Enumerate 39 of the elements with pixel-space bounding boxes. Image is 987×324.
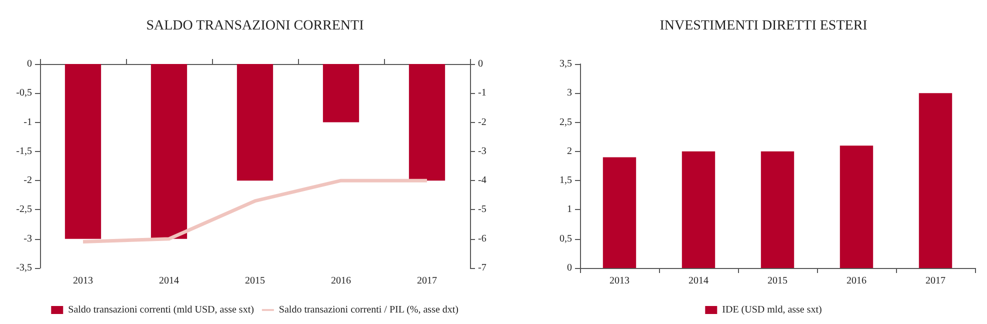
y2-tick-label: -2 bbox=[478, 116, 486, 128]
y-tick-label: -3,5 bbox=[16, 262, 32, 274]
y-tick-label: 0 bbox=[567, 262, 572, 274]
legend-label: IDE (USD mld, asse sxt) bbox=[722, 304, 822, 316]
y-tick-label: 2,5 bbox=[560, 116, 572, 128]
x-tick-label: 2015 bbox=[768, 276, 788, 286]
x-tick-label: 2016 bbox=[331, 276, 351, 286]
y-tick-label: 3 bbox=[567, 88, 572, 99]
y-tick-label: 0 bbox=[27, 58, 32, 70]
chart-title: INVESTIMENTI DIRETTI ESTERI bbox=[660, 18, 868, 34]
x-tick-label: 2014 bbox=[159, 276, 179, 286]
y2-tick-label: -5 bbox=[478, 204, 486, 216]
legend-label: Saldo transazioni correnti (mld USD, asse sxt) bbox=[68, 304, 254, 316]
legend-label: Saldo transazioni correnti / PIL (%, asse dxt) bbox=[278, 304, 459, 316]
y-tick-label: -3 bbox=[24, 233, 32, 244]
y2-tick-label: 0 bbox=[478, 58, 483, 70]
y-tick-label: -1,5 bbox=[16, 146, 32, 157]
y2-tick-label: -1 bbox=[478, 88, 486, 99]
y-tick-label: 0,5 bbox=[560, 233, 572, 244]
y-tick-label: -1 bbox=[24, 116, 32, 128]
x-tick-label: 2014 bbox=[688, 276, 708, 286]
x-tick-label: 2017 bbox=[417, 276, 437, 286]
y2-tick-label: -6 bbox=[478, 233, 486, 244]
y-tick-label: -0,5 bbox=[16, 88, 32, 99]
x-tick-label: 2017 bbox=[926, 276, 946, 286]
x-tick-label: 2016 bbox=[846, 276, 866, 286]
y2-tick-label: -3 bbox=[478, 146, 486, 157]
y-tick-label: -2,5 bbox=[16, 204, 32, 216]
y-tick-label: 2 bbox=[567, 146, 572, 157]
y2-tick-label: -4 bbox=[478, 175, 486, 186]
y-tick-label: 3,5 bbox=[560, 58, 572, 70]
x-tick-label: 2013 bbox=[610, 276, 630, 286]
y-tick-label: -2 bbox=[24, 175, 32, 186]
x-tick-label: 2013 bbox=[73, 276, 93, 286]
y2-tick-label: -7 bbox=[478, 262, 486, 274]
chart-title: SALDO TRANSAZIONI CORRENTI bbox=[146, 18, 364, 34]
x-tick-label: 2015 bbox=[245, 276, 265, 286]
y-tick-label: 1 bbox=[567, 204, 572, 216]
y-tick-label: 1,5 bbox=[560, 175, 572, 186]
